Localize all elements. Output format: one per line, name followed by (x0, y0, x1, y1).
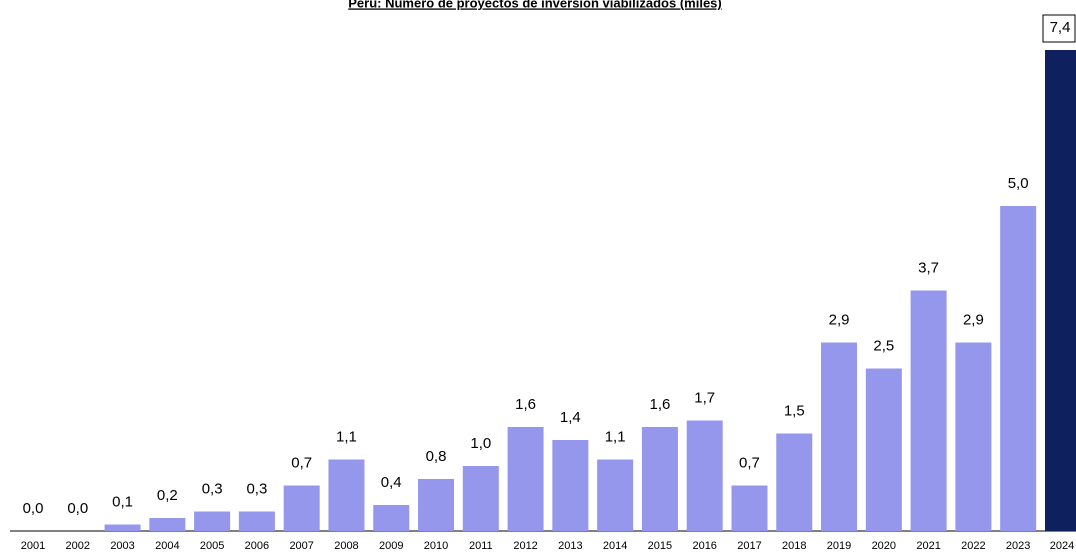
bar (104, 524, 141, 531)
x-tick-label: 2018 (782, 540, 806, 552)
chart-title: Perú: Número de proyectos de inversión v… (348, 0, 722, 10)
x-tick-label: 2015 (648, 540, 672, 552)
x-tick-label: 2022 (961, 540, 985, 552)
value-label: 0,2 (157, 487, 178, 504)
x-tick-label: 2006 (245, 540, 269, 552)
bar (328, 459, 365, 531)
bar (462, 466, 499, 531)
x-tick-label: 2002 (66, 540, 90, 552)
value-label: 3,7 (918, 259, 939, 276)
bar (731, 485, 768, 531)
value-label: 0,0 (67, 500, 88, 517)
bar (1045, 50, 1076, 531)
bar (821, 342, 858, 531)
bar (373, 505, 410, 531)
x-tick-label: 2011 (469, 540, 493, 552)
value-label: 1,6 (515, 396, 536, 413)
value-label: 2,9 (829, 311, 850, 328)
value-label: 0,8 (426, 448, 447, 465)
x-tick-label: 2021 (916, 540, 940, 552)
bar (418, 479, 455, 531)
bar (955, 342, 992, 531)
x-tick-label: 2020 (872, 540, 896, 552)
x-tick-label: 2010 (424, 540, 448, 552)
value-label: 1,7 (694, 389, 715, 406)
value-label: 0,0 (23, 500, 44, 517)
value-label: 0,3 (246, 480, 267, 497)
x-tick-label: 2003 (110, 540, 134, 552)
bar (149, 518, 186, 531)
x-tick-label: 2024 (1050, 540, 1074, 552)
x-tick-label: 2017 (737, 540, 761, 552)
x-tick-label: 2012 (513, 540, 537, 552)
value-label: 1,5 (784, 402, 805, 419)
value-label: 1,1 (336, 428, 357, 445)
x-tick-label: 2005 (200, 540, 224, 552)
x-tick-label: 2013 (558, 540, 582, 552)
value-label-box (1042, 14, 1076, 43)
x-tick-label: 2019 (827, 540, 851, 552)
value-label: 2,5 (873, 337, 894, 354)
x-tick-label: 2016 (692, 540, 716, 552)
bar (686, 420, 723, 531)
bar (641, 427, 678, 531)
value-label: 0,3 (202, 480, 223, 497)
bar (1000, 206, 1037, 531)
x-tick-label: 2007 (289, 540, 313, 552)
x-tick-label: 2004 (155, 540, 179, 552)
value-label: 1,4 (560, 409, 581, 426)
x-tick-label: 2008 (334, 540, 358, 552)
bar (910, 290, 947, 531)
value-label: 2,9 (963, 311, 984, 328)
bar (552, 440, 589, 531)
value-label: 0,4 (381, 474, 402, 491)
bar (776, 433, 813, 531)
value-label: 0,1 (112, 493, 133, 510)
bar (238, 511, 275, 531)
x-tick-label: 2023 (1006, 540, 1030, 552)
bar (597, 459, 634, 531)
value-label: 5,0 (1008, 175, 1029, 192)
bar (194, 511, 231, 531)
bar (865, 368, 902, 531)
value-label: 0,7 (739, 454, 760, 471)
x-tick-label: 2009 (379, 540, 403, 552)
value-label: 1,0 (470, 435, 491, 452)
bar (507, 427, 544, 531)
value-label: 1,1 (605, 428, 626, 445)
x-tick-label: 2014 (603, 540, 627, 552)
value-label: 1,6 (649, 396, 670, 413)
value-label: 7,4 (1050, 19, 1071, 36)
value-label: 0,7 (291, 454, 312, 471)
bar (283, 485, 320, 531)
x-tick-label: 2001 (21, 540, 45, 552)
